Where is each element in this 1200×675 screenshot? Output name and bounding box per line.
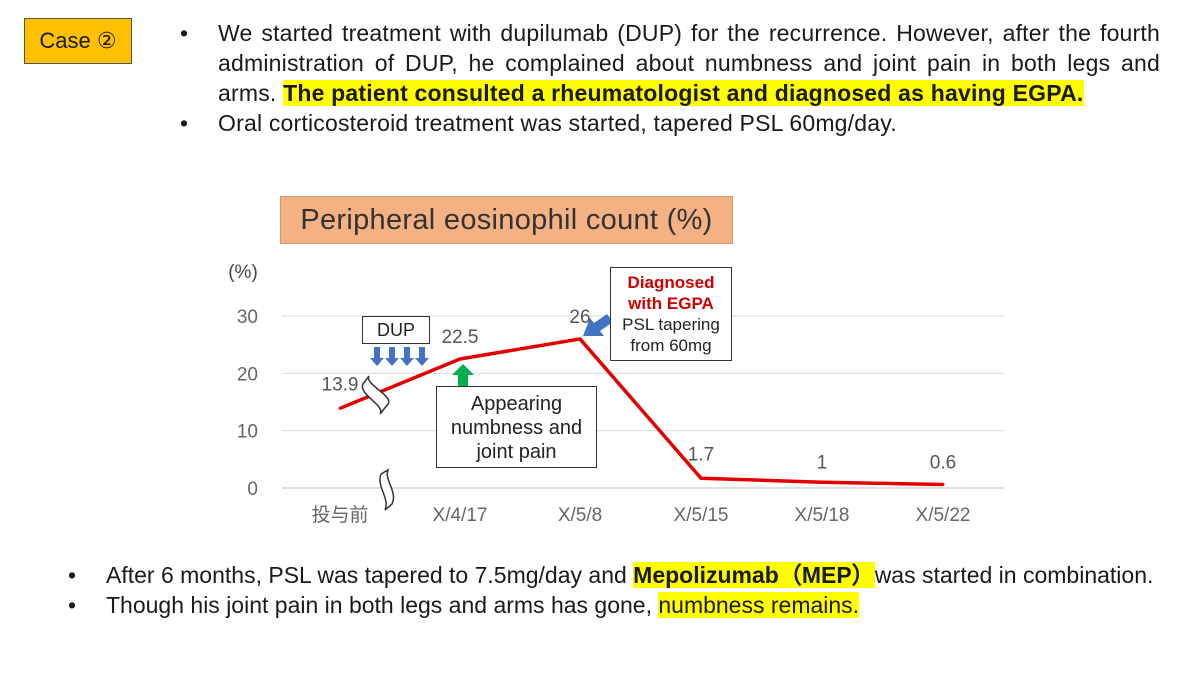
chart-points (338, 337, 945, 487)
egpa-diagnosis-callout: Diagnosed with EGPA PSL tapering from 60… (610, 267, 732, 361)
from-60mg-label: from 60mg (630, 336, 712, 355)
y-tick-label: 10 (237, 422, 258, 443)
data-label: 13.9 (322, 374, 359, 395)
bullet-mepolizumab-pre: After 6 months, PSL was tapered to 7.5mg… (106, 562, 634, 588)
x-tick-label: X/5/8 (558, 505, 602, 526)
joint-pain-label: joint pain (476, 441, 557, 463)
case-badge: Case ② (24, 18, 132, 64)
egpa-diagnosis-highlight: The patient consulted a rheumatologist a… (283, 80, 1084, 106)
dup-callout: DUP (362, 316, 430, 344)
psl-tapering-label: PSL tapering (622, 315, 720, 334)
diagnosed-label: Diagnosed (627, 273, 715, 292)
data-label: 22.5 (442, 327, 479, 348)
eosinophil-series-line (339, 337, 944, 487)
x-tick-label: X/4/17 (433, 505, 488, 526)
dup-dose-arrows-icon (370, 347, 429, 366)
bullet-dupilumab-text: We started treatment with dupilumab (DUP… (218, 20, 1160, 106)
data-label: 26 (569, 307, 590, 328)
top-bullet-list: We started treatment with dupilumab (DUP… (180, 18, 1160, 138)
data-label: 1.7 (688, 444, 714, 465)
chart-x-ticks: 投与前 X/4/17 X/5/8 X/5/15 X/5/18 X/5/22 (311, 504, 970, 526)
x-tick-label: X/5/15 (674, 505, 729, 526)
diagnosis-pointer-arrow-icon (583, 314, 613, 336)
bullet-numbness: Though his joint pain in both legs and a… (68, 590, 1168, 620)
line-break-symbol (361, 375, 390, 415)
numbness-callout: Appearing numbness and joint pain (436, 386, 597, 468)
bullet-numbness-pre: Though his joint pain in both legs and a… (106, 592, 659, 618)
data-label: 1 (817, 452, 828, 473)
bullet-mepolizumab-post: was started in combination. (874, 562, 1154, 588)
chart-data-labels: 13.9 22.5 26 1.7 1 0.6 (322, 307, 957, 474)
bullet-mepolizumab: After 6 months, PSL was tapered to 7.5mg… (68, 560, 1168, 590)
y-tick-label: 30 (237, 307, 258, 328)
numbness-and-label: numbness and (450, 417, 583, 439)
axis-break-symbol (379, 468, 395, 511)
data-point (338, 406, 342, 410)
bottom-bullet-list: After 6 months, PSL was tapered to 7.5mg… (68, 560, 1168, 620)
y-tick-label: 20 (237, 364, 258, 385)
x-tick-label: 投与前 (311, 504, 368, 526)
x-tick-label: X/5/18 (795, 505, 850, 526)
bullet-corticosteroid-text: Oral corticosteroid treatment was starte… (218, 110, 897, 136)
data-label: 0.6 (930, 453, 956, 474)
y-tick-label: 0 (247, 479, 258, 500)
chart-title: Peripheral eosinophil count (%) (280, 196, 733, 244)
appearing-label: Appearing (470, 393, 563, 415)
numbness-remains-highlight: numbness remains. (658, 592, 860, 618)
data-point (458, 357, 462, 361)
y-axis-unit-label: (%) (228, 262, 258, 283)
bullet-dupilumab: We started treatment with dupilumab (DUP… (180, 18, 1160, 108)
data-point (820, 480, 824, 484)
data-point (699, 476, 703, 480)
data-point (578, 337, 582, 341)
chart-y-ticks: 0 10 20 30 (237, 307, 258, 500)
numbness-onset-arrow-icon (452, 364, 474, 386)
mepolizumab-highlight: Mepolizumab（MEP） (633, 562, 875, 588)
with-egpa-label: with EGPA (628, 294, 714, 313)
data-point (941, 483, 945, 487)
x-tick-label: X/5/22 (916, 505, 971, 526)
bullet-corticosteroid: Oral corticosteroid treatment was starte… (180, 108, 1160, 138)
